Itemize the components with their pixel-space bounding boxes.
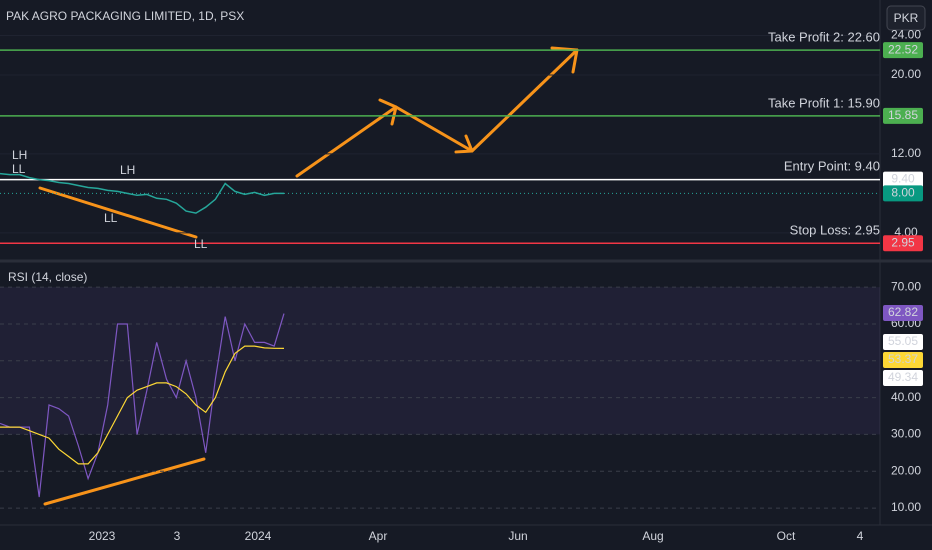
- x-tick-label: Jun: [508, 529, 527, 543]
- y-tick-label: 24.00: [891, 28, 921, 42]
- level-label: Take Profit 1: 15.90: [768, 95, 880, 110]
- rsi-badge: [883, 305, 923, 321]
- x-tick-label: 4: [857, 529, 864, 543]
- currency[interactable]: PKR: [894, 11, 919, 25]
- price-badge-label: 2.95: [891, 235, 915, 249]
- price-badge-label: 8.00: [891, 186, 915, 200]
- price-line: [0, 172, 284, 214]
- level-label: Entry Point: 9.40: [784, 158, 880, 173]
- rsi-badge-label: 53.37: [888, 352, 918, 366]
- rsi-badge: [883, 334, 923, 350]
- price-badge: [883, 107, 923, 124]
- currency-button[interactable]: [886, 5, 926, 31]
- price-badge-label: 9.40: [891, 172, 915, 186]
- x-tick-label: 2024: [245, 529, 272, 543]
- x-tick-label: Apr: [369, 529, 388, 543]
- level-label: Take Profit 2: 22.60: [768, 29, 880, 44]
- x-tick-label: 3: [174, 529, 181, 543]
- price-badge: [883, 42, 923, 59]
- rsi-background: [0, 268, 880, 525]
- rsi-badge-label: 49.34: [888, 370, 918, 384]
- rsi-badge-label: 55.05: [888, 334, 918, 348]
- y-tick-label: 70.00: [891, 279, 921, 293]
- y-tick-label: 40.00: [891, 390, 921, 404]
- level-label: Stop Loss: 2.95: [790, 222, 880, 237]
- rsi-line: [0, 313, 285, 498]
- y-tick-label: 10.00: [891, 500, 921, 514]
- price-badge: [883, 185, 923, 202]
- y-tick-label: 30.00: [891, 427, 921, 441]
- y-tick-label: 12.00: [891, 146, 921, 160]
- rsi-badge: [883, 352, 923, 368]
- x-tick-label: Oct: [777, 529, 796, 543]
- x-tick-label: Aug: [642, 529, 663, 543]
- price-badge-label: 22.52: [888, 42, 918, 56]
- price-badge: [883, 235, 923, 252]
- y-tick-label: 20.00: [891, 67, 921, 81]
- y-tick-label: 20.00: [891, 463, 921, 477]
- rsi-ma-line: [0, 345, 285, 465]
- rsi-title: RSI (14, close): [8, 270, 87, 284]
- swing-label: LL: [12, 162, 26, 176]
- rsi-badge: [883, 370, 923, 386]
- rsi-badge-label: 62.82: [888, 305, 918, 319]
- price-badge: [883, 171, 923, 188]
- swing-label: LL: [194, 237, 208, 251]
- price-badge-label: 15.85: [888, 108, 918, 122]
- swing-label: LL: [104, 211, 118, 225]
- x-tick-label: 2023: [89, 529, 116, 543]
- swing-label: LH: [120, 163, 135, 177]
- chart-title: PAK AGRO PACKAGING LIMITED, 1D, PSX: [6, 9, 244, 23]
- swing-label: LH: [12, 148, 27, 162]
